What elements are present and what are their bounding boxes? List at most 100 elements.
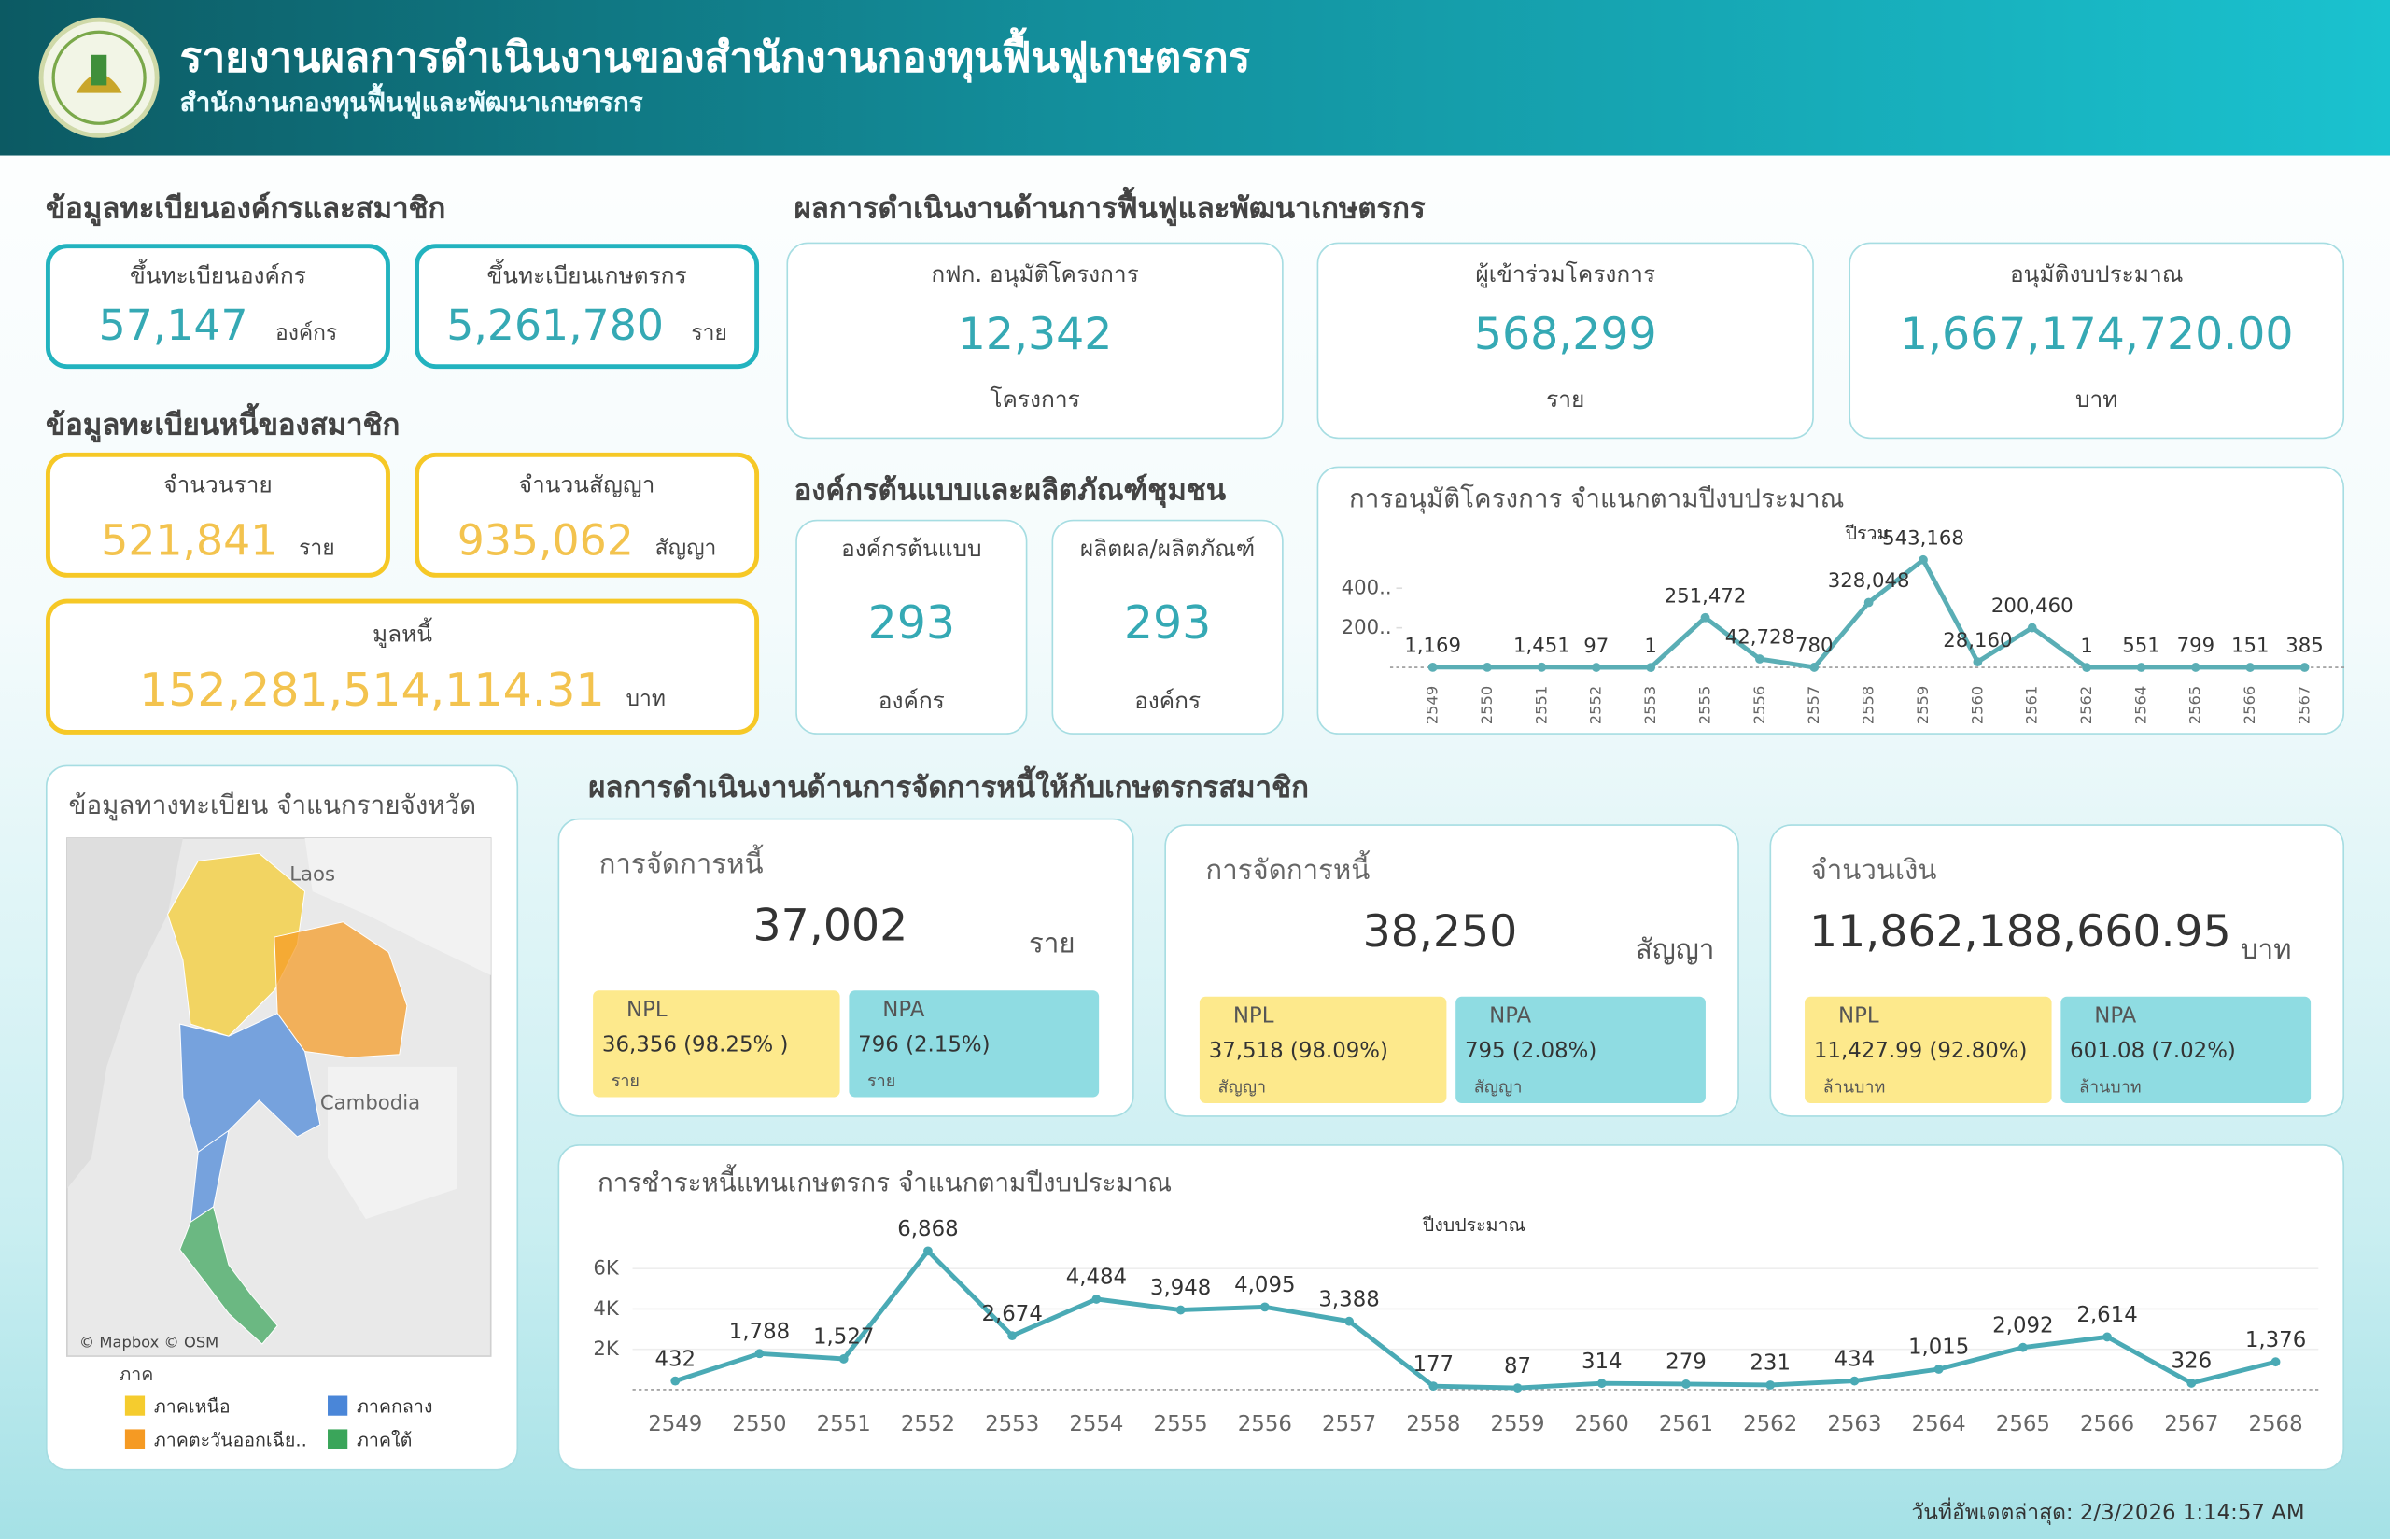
data-label: 1,376 xyxy=(2245,1328,2306,1352)
x-tick-label: 2556 xyxy=(1750,686,1768,725)
data-label: 543,168 xyxy=(1882,526,1964,550)
kpi-card: ขึ้นทะเบียนองค์กร 57,147 องค์กร xyxy=(45,244,390,370)
section-title: ข้อมูลทะเบียนหนี้ของสมาชิก xyxy=(45,408,401,442)
data-label: 1,451 xyxy=(1513,634,1570,657)
x-tick-label: 2565 xyxy=(1996,1412,2050,1436)
y-tick-label: 400.. xyxy=(1342,577,1392,600)
kpi-unit: ราย xyxy=(1029,928,1076,960)
data-label: 42,728 xyxy=(1725,626,1794,650)
x-tick-label: 2551 xyxy=(1532,686,1550,725)
x-axis-title: ปีงบประมาณ xyxy=(1422,1214,1525,1236)
kpi-value: 11,862,188,660.95 xyxy=(1808,904,2231,958)
x-tick-label: 2555 xyxy=(1695,686,1713,725)
x-tick-label: 2557 xyxy=(1322,1412,1376,1436)
kpi-value: 1,667,174,720.00 xyxy=(1899,307,2294,360)
data-label: 200,460 xyxy=(1991,595,2074,618)
x-tick-label: 2566 xyxy=(2080,1412,2134,1436)
data-label: 4,095 xyxy=(1234,1273,1295,1297)
point xyxy=(1007,1331,1018,1341)
y-tick-label: 2K xyxy=(593,1337,620,1361)
npl-value: 11,427.99 (92.80%) xyxy=(1813,1039,2028,1064)
kpi-card: กฟก. อนุมัติโครงการ 12,342 โครงการ xyxy=(786,242,1284,440)
kpi-label: การจัดการหนี้ xyxy=(1205,854,1371,888)
data-label: 432 xyxy=(654,1347,696,1371)
data-label: 780 xyxy=(1795,635,1834,658)
data-label: 1,527 xyxy=(813,1325,874,1350)
point xyxy=(2186,1379,2197,1388)
map-land xyxy=(328,1066,457,1220)
npa-unit: ล้านบาท xyxy=(2078,1077,2142,1098)
kpi-value: 57,147 xyxy=(98,300,248,351)
x-tick-label: 2567 xyxy=(2295,686,2313,725)
x-tick-label: 2553 xyxy=(1641,686,1659,725)
point xyxy=(2136,663,2146,672)
data-label: 1 xyxy=(1644,635,1657,658)
point xyxy=(1259,1302,1270,1312)
npa-value: 795 (2.08%) xyxy=(1464,1039,1597,1064)
point xyxy=(2245,663,2256,672)
point xyxy=(1175,1305,1186,1315)
data-label: 97 xyxy=(1583,635,1609,658)
kpi-card: อนุมัติงบประมาณ 1,667,174,720.00 บาท xyxy=(1849,242,2345,440)
x-tick-label: 2550 xyxy=(732,1412,786,1436)
x-tick-label: 2558 xyxy=(1406,1412,1460,1436)
point xyxy=(1809,663,1820,672)
data-label: 2,614 xyxy=(2076,1303,2137,1327)
kpi-value: 293 xyxy=(867,596,956,651)
kpi-unit: บาท xyxy=(2074,385,2118,413)
data-label: 3,948 xyxy=(1150,1276,1211,1300)
kpi-row: 521,841 ราย xyxy=(50,515,386,566)
npa-label: NPA xyxy=(882,998,925,1023)
point xyxy=(838,1354,849,1364)
npl-label: NPL xyxy=(1232,1003,1274,1029)
map-attribution: © Mapbox © OSM xyxy=(79,1333,218,1351)
kpi-card: การจัดการหนี้ 37,002 ราย NPL 36,356 (98.25% … xyxy=(557,818,1134,1117)
x-tick-label: 2552 xyxy=(901,1412,955,1436)
kpi-label: มูลหนี้ xyxy=(372,620,433,648)
legend-label: ภาคกลาง xyxy=(357,1395,432,1417)
point xyxy=(1427,662,1438,672)
kpi-value: 521,841 xyxy=(101,514,278,566)
x-tick-label: 2549 xyxy=(648,1412,702,1436)
last-updated: วันที่อัพเดตล่าสุด: 2/3/2026 1:14:57 AM xyxy=(1911,1501,2305,1526)
data-label: 551 xyxy=(2122,635,2160,658)
kpi-value: 12,342 xyxy=(957,307,1113,360)
kpi-label: ผลิตผล/ผลิตภัณฑ์ xyxy=(1079,535,1256,563)
legend-title: ภาค xyxy=(119,1364,153,1385)
data-label: 4,484 xyxy=(1066,1266,1127,1290)
x-tick-label: 2553 xyxy=(985,1412,1039,1436)
kpi-card: ผลิตผล/ผลิตภัณฑ์ 293 องค์กร xyxy=(1051,519,1284,735)
npa-unit: ราย xyxy=(866,1071,896,1091)
npa-value: 796 (2.15%) xyxy=(858,1032,991,1058)
x-tick-label: 2559 xyxy=(1914,686,1932,725)
x-tick-label: 2557 xyxy=(1805,686,1822,725)
data-label: 1,788 xyxy=(729,1320,790,1344)
kpi-label: องค์กรต้นแบบ xyxy=(841,535,982,563)
x-tick-label: 2564 xyxy=(2131,686,2149,725)
x-tick-label: 2562 xyxy=(1743,1412,1797,1436)
kpi-card: จำนวนราย 521,841 ราย xyxy=(45,452,390,578)
legend-swatch xyxy=(124,1429,146,1449)
npl-box: NPL 36,356 (98.25% ) ราย xyxy=(593,990,840,1098)
data-label: 1,015 xyxy=(1908,1336,1969,1360)
point xyxy=(1646,663,1656,672)
data-label: 2,674 xyxy=(981,1302,1042,1326)
data-label: 3,388 xyxy=(1318,1287,1379,1311)
npl-value: 37,518 (98.09%) xyxy=(1208,1039,1388,1064)
legend-label: ภาคเหนือ xyxy=(154,1395,231,1417)
npl-label: NPL xyxy=(626,998,668,1023)
point xyxy=(1428,1381,1439,1392)
data-label: 28,160 xyxy=(1943,629,2012,652)
x-tick-label: 2568 xyxy=(2248,1412,2302,1436)
point xyxy=(2082,663,2091,672)
point xyxy=(1483,662,1492,672)
x-tick-label: 2559 xyxy=(1490,1412,1544,1436)
kpi-card: การจัดการหนี้ 38,250 สัญญา NPL 37,518 (98.09… xyxy=(1164,824,1739,1117)
header-subtitle: สำนักงานกองทุนฟื้นฟูและพัฒนาเกษตรกร xyxy=(179,88,643,119)
data-label: 151 xyxy=(2231,635,2270,658)
kpi-unit: สัญญา xyxy=(1635,933,1715,967)
kpi-unit: ราย xyxy=(691,321,727,346)
data-label: 314 xyxy=(1582,1350,1623,1374)
npl-unit: ล้านบาท xyxy=(1822,1077,1886,1098)
